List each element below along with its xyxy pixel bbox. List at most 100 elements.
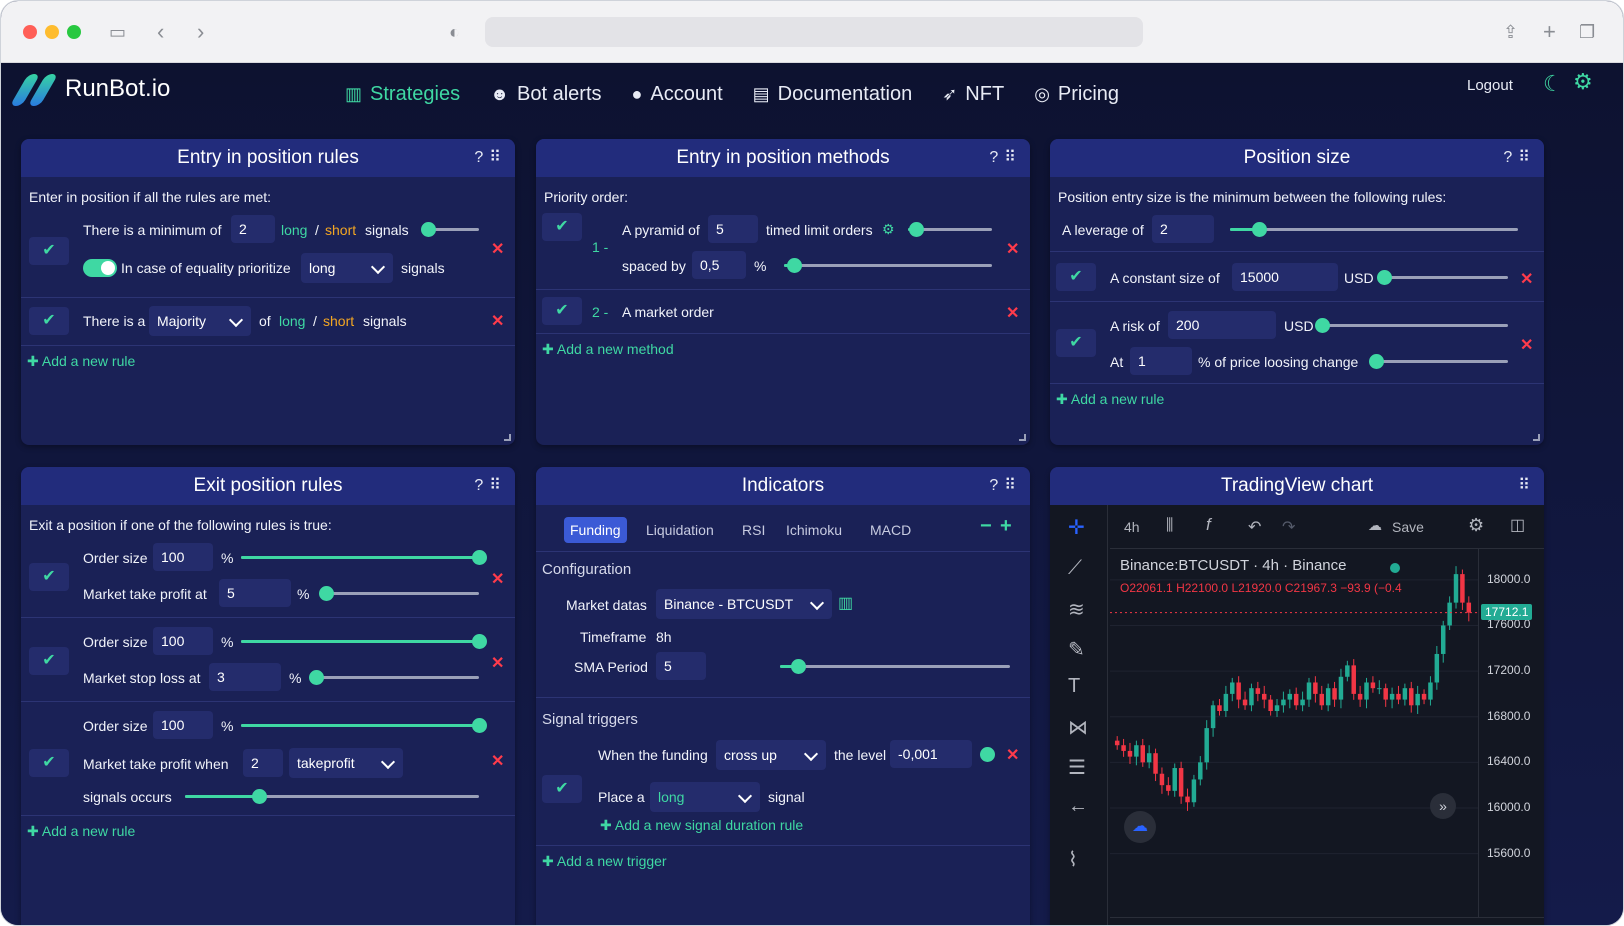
tab-liquidation[interactable]: Liquidation (646, 522, 714, 538)
chart-icon[interactable]: ▥ (838, 595, 854, 612)
add-rule-button[interactable]: ✚ Add a new rule (1056, 391, 1165, 407)
tab-macd[interactable]: MACD (870, 522, 912, 538)
cross-select[interactable]: cross up (716, 740, 826, 770)
help-icon[interactable]: ? (989, 477, 1005, 494)
delete-rule-icon[interactable]: ✕ (491, 655, 505, 672)
signals-slider[interactable] (185, 789, 479, 804)
delete-rule-icon[interactable]: ✕ (491, 753, 505, 770)
forward-icon[interactable]: › (197, 19, 205, 44)
nav-bot-alerts[interactable]: ☻ Bot alerts (490, 79, 601, 109)
delete-rule-icon[interactable]: ✕ (491, 241, 505, 258)
help-icon[interactable]: ? (989, 149, 1005, 166)
delete-rule-icon[interactable]: ✕ (491, 571, 505, 588)
ruler-icon[interactable]: ⌇ (1068, 849, 1078, 871)
slider-thumb[interactable] (1251, 222, 1267, 237)
risk-input[interactable]: 200 (1168, 311, 1276, 339)
sidebar-toggle-icon[interactable]: ▭ (109, 22, 127, 42)
help-icon[interactable]: ? (1503, 149, 1519, 166)
delete-trigger-icon[interactable]: ✕ (1006, 747, 1020, 764)
slider-thumb[interactable] (251, 789, 267, 804)
back-arrow-icon[interactable]: ← (1068, 795, 1088, 817)
nav-documentation[interactable]: ▤ Documentation (753, 79, 913, 109)
minimize-window-button[interactable] (45, 25, 59, 39)
slider-thumb[interactable] (420, 222, 436, 237)
nav-pricing[interactable]: ◎ Pricing (1034, 79, 1119, 109)
delete-method-icon[interactable]: ✕ (1006, 241, 1020, 258)
interval-button[interactable]: 4h (1124, 519, 1140, 535)
stop-loss-slider[interactable] (309, 670, 479, 685)
stop-loss-input[interactable]: 3 (209, 663, 281, 691)
spacing-input[interactable]: 0,5 (692, 251, 746, 279)
price-change-slider[interactable] (1369, 354, 1508, 369)
order-size-input[interactable]: 100 (153, 627, 213, 655)
min-signals-slider[interactable] (420, 222, 479, 237)
tabs-overview-icon[interactable]: ❐ (1579, 22, 1596, 42)
rule-checkbox[interactable]: ✔ (29, 237, 69, 265)
order-size-slider[interactable] (241, 550, 487, 565)
majority-select[interactable]: Majority (149, 306, 251, 336)
min-signals-input[interactable]: 2 (231, 215, 275, 243)
drag-handle-icon[interactable]: ⠿ (489, 477, 507, 494)
delete-method-icon[interactable]: ✕ (1006, 305, 1020, 322)
order-size-slider[interactable] (241, 718, 487, 733)
pyramid-slider[interactable] (908, 222, 992, 237)
constant-size-slider[interactable] (1377, 270, 1508, 285)
slider-thumb[interactable] (472, 550, 487, 565)
function-icon[interactable]: f (1206, 515, 1211, 534)
share-icon[interactable]: ⇪ (1503, 22, 1519, 42)
delete-rule-icon[interactable]: ✕ (1520, 337, 1534, 354)
risk-checkbox[interactable]: ✔ (1056, 329, 1096, 357)
slider-thumb[interactable] (1377, 270, 1392, 285)
settings-icon[interactable]: ⚙ (1468, 515, 1485, 535)
delete-rule-icon[interactable]: ✕ (491, 313, 505, 330)
signal-type-select[interactable]: takeprofit (289, 748, 403, 778)
add-indicator-icon[interactable]: + (1000, 515, 1012, 537)
back-icon[interactable]: ‹ (157, 19, 165, 44)
slider-thumb[interactable] (309, 670, 325, 685)
slider-thumb[interactable] (787, 258, 803, 273)
leverage-slider[interactable] (1230, 222, 1518, 237)
add-trigger-button[interactable]: ✚ Add a new trigger (542, 853, 667, 869)
remove-indicator-icon[interactable]: − (980, 515, 992, 537)
rule-checkbox[interactable]: ✔ (29, 749, 69, 777)
pyramid-count-input[interactable]: 5 (708, 215, 758, 243)
dark-mode-icon[interactable]: ☾ (1543, 71, 1563, 96)
close-window-button[interactable] (23, 25, 37, 39)
drag-handle-icon[interactable]: ⠿ (1518, 477, 1536, 494)
constant-checkbox[interactable]: ✔ (1056, 263, 1096, 291)
rule-checkbox[interactable]: ✔ (29, 647, 69, 675)
add-rule-button[interactable]: ✚ Add a new rule (27, 823, 136, 839)
maximize-window-button[interactable] (67, 25, 81, 39)
slider-thumb[interactable] (1369, 354, 1384, 369)
save-button[interactable]: Save (1392, 519, 1424, 535)
trigger-checkbox[interactable]: ✔ (542, 775, 582, 803)
add-rule-button[interactable]: ✚ Add a new rule (27, 353, 136, 369)
slider-thumb[interactable] (472, 634, 487, 649)
method-checkbox[interactable]: ✔ (542, 213, 582, 241)
brush-icon[interactable]: ✎ (1068, 639, 1085, 661)
help-icon[interactable]: ? (474, 149, 490, 166)
tv-logo-icon[interactable]: ☁ (1124, 811, 1156, 843)
level-input[interactable]: -0,001 (890, 740, 972, 768)
sma-slider[interactable] (780, 659, 1010, 674)
price-change-input[interactable]: 1 (1130, 347, 1192, 375)
resize-handle-icon[interactable] (504, 434, 511, 441)
new-tab-icon[interactable]: + (1543, 19, 1556, 44)
text-tool-icon[interactable]: T (1068, 675, 1081, 697)
gear-icon[interactable]: ⚙ (882, 221, 895, 237)
gear-icon[interactable]: ⚙ (1573, 69, 1593, 94)
constant-size-input[interactable]: 15000 (1232, 263, 1338, 291)
spacing-slider[interactable] (784, 258, 992, 273)
delete-rule-icon[interactable]: ✕ (1520, 271, 1534, 288)
redo-icon[interactable]: ↷ (1282, 519, 1296, 536)
market-select[interactable]: Binance - BTCUSDT (656, 589, 832, 619)
measure-icon[interactable]: ☰ (1068, 757, 1086, 779)
sma-input[interactable]: 5 (656, 652, 706, 680)
signals-count-input[interactable]: 2 (243, 749, 283, 777)
take-profit-slider[interactable] (318, 586, 479, 601)
add-method-button[interactable]: ✚ Add a new method (542, 341, 674, 357)
help-icon[interactable]: ? (474, 477, 490, 494)
side-select[interactable]: long (650, 782, 760, 812)
scroll-right-icon[interactable]: » (1430, 793, 1456, 819)
tab-ichimoku[interactable]: Ichimoku (786, 522, 843, 538)
